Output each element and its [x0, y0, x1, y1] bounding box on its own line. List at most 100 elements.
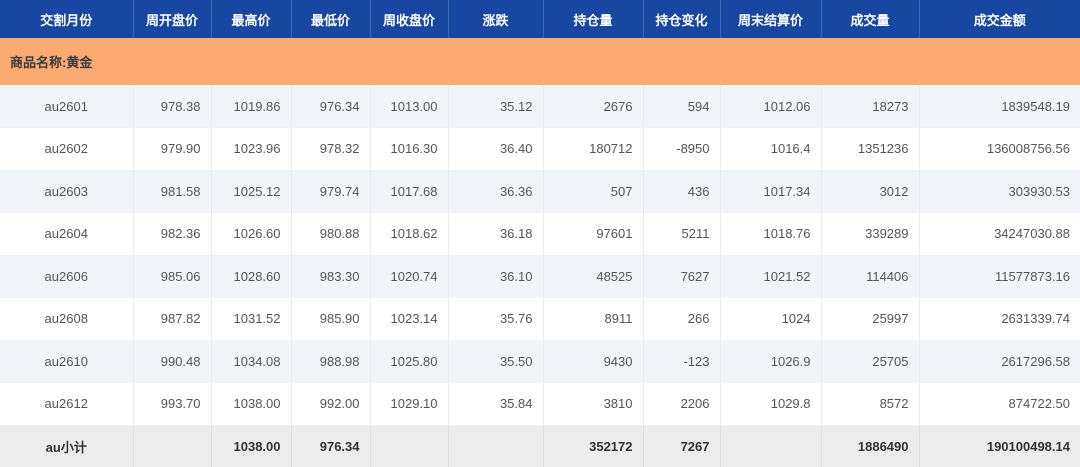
- cell-high: 1025.12: [211, 170, 292, 213]
- cell-low: 983.30: [291, 255, 371, 298]
- subtotal-cell-change: [448, 425, 544, 467]
- cell-low: 992.00: [291, 382, 371, 426]
- cell-weekend_settle: 1018.76: [720, 212, 822, 256]
- cell-volume: 339289: [821, 212, 920, 256]
- cell-oi_change: 436: [643, 170, 721, 213]
- column-header-week_close: 周收盘价: [370, 0, 449, 38]
- subtotal-cell-delivery_month: au小计: [0, 425, 134, 467]
- subtotal-cell-oi_change: 7267: [643, 425, 721, 467]
- cell-open_interest: 48525: [543, 255, 644, 298]
- table-row-au2603: au2603 981.58 1025.12 979.74 1017.68 36.36 507…: [0, 170, 1080, 213]
- cell-week_close: 1018.62: [370, 212, 449, 256]
- cell-delivery_month: au2610: [0, 340, 134, 383]
- cell-high: 1026.60: [211, 212, 292, 256]
- column-header-delivery_month: 交割月份: [0, 0, 134, 38]
- header-row: 交割月份 周开盘价 最高价 最低价 周收盘价 涨跌 持仓量 持仓变化 周末结算价 成交量 成交金额: [0, 0, 1080, 38]
- cell-volume: 3012: [821, 170, 920, 213]
- cell-weekend_settle: 1016.4: [720, 127, 822, 171]
- cell-open_interest: 9430: [543, 340, 644, 383]
- commodity-name-label: 商品名称:黄金: [0, 38, 1080, 85]
- cell-low: 979.74: [291, 170, 371, 213]
- cell-high: 1019.86: [211, 85, 292, 128]
- table-row-au2612: au2612 993.70 1038.00 992.00 1029.10 35.84 381…: [0, 382, 1080, 426]
- cell-delivery_month: au2603: [0, 170, 134, 213]
- cell-high: 1023.96: [211, 127, 292, 171]
- subtotal-cell-open_interest: 352172: [543, 425, 644, 467]
- cell-week_open: 990.48: [133, 340, 212, 383]
- cell-weekend_settle: 1021.52: [720, 255, 822, 298]
- cell-low: 980.88: [291, 212, 371, 256]
- cell-weekend_settle: 1026.9: [720, 340, 822, 383]
- cell-week_close: 1017.68: [370, 170, 449, 213]
- cell-oi_change: 266: [643, 297, 721, 341]
- cell-volume: 114406: [821, 255, 920, 298]
- cell-weekend_settle: 1024: [720, 297, 822, 341]
- cell-week_open: 982.36: [133, 212, 212, 256]
- table-row-au2602: au2602 979.90 1023.96 978.32 1016.30 36.40 180…: [0, 127, 1080, 171]
- column-header-low: 最低价: [291, 0, 371, 38]
- cell-oi_change: 5211: [643, 212, 721, 256]
- cell-week_close: 1020.74: [370, 255, 449, 298]
- cell-high: 1034.08: [211, 340, 292, 383]
- cell-volume: 25997: [821, 297, 920, 341]
- cell-turnover: 11577873.16: [919, 255, 1080, 298]
- cell-delivery_month: au2604: [0, 212, 134, 256]
- cell-volume: 1351236: [821, 127, 920, 171]
- subtotal-cell-low: 976.34: [291, 425, 371, 467]
- cell-change: 36.36: [448, 170, 544, 213]
- subtotal-row: au小计 1038.00 976.34 352172 7267 1886490 190100…: [0, 425, 1080, 467]
- cell-week_close: 1025.80: [370, 340, 449, 383]
- cell-week_open: 987.82: [133, 297, 212, 341]
- column-header-change: 涨跌: [448, 0, 544, 38]
- table-row-au2608: au2608 987.82 1031.52 985.90 1023.14 35.76 891…: [0, 297, 1080, 341]
- cell-change: 36.18: [448, 212, 544, 256]
- cell-weekend_settle: 1029.8: [720, 382, 822, 426]
- cell-turnover: 136008756.56: [919, 127, 1080, 171]
- cell-week_open: 979.90: [133, 127, 212, 171]
- cell-oi_change: -8950: [643, 127, 721, 171]
- cell-turnover: 303930.53: [919, 170, 1080, 213]
- cell-low: 985.90: [291, 297, 371, 341]
- cell-low: 976.34: [291, 85, 371, 128]
- cell-change: 36.40: [448, 127, 544, 171]
- cell-turnover: 2631339.74: [919, 297, 1080, 341]
- cell-weekend_settle: 1017.34: [720, 170, 822, 213]
- column-header-turnover: 成交金额: [919, 0, 1080, 38]
- subtotal-cell-week_open: [133, 425, 212, 467]
- subtotal-cell-weekend_settle: [720, 425, 822, 467]
- cell-week_close: 1029.10: [370, 382, 449, 426]
- cell-week_open: 978.38: [133, 85, 212, 128]
- cell-open_interest: 507: [543, 170, 644, 213]
- cell-week_close: 1016.30: [370, 127, 449, 171]
- cell-volume: 8572: [821, 382, 920, 426]
- table-row-au2601: au2601 978.38 1019.86 976.34 1013.00 35.12 267…: [0, 85, 1080, 128]
- column-header-volume: 成交量: [821, 0, 920, 38]
- cell-open_interest: 2676: [543, 85, 644, 128]
- cell-week_open: 981.58: [133, 170, 212, 213]
- cell-low: 978.32: [291, 127, 371, 171]
- commodity-group-row: 商品名称:黄金: [0, 38, 1080, 85]
- cell-high: 1038.00: [211, 382, 292, 426]
- cell-high: 1031.52: [211, 297, 292, 341]
- cell-volume: 18273: [821, 85, 920, 128]
- cell-change: 35.84: [448, 382, 544, 426]
- subtotal-cell-week_close: [370, 425, 449, 467]
- column-header-week_open: 周开盘价: [133, 0, 212, 38]
- cell-change: 36.10: [448, 255, 544, 298]
- cell-week_close: 1023.14: [370, 297, 449, 341]
- table-row-au2604: au2604 982.36 1026.60 980.88 1018.62 36.18 976…: [0, 212, 1080, 256]
- cell-delivery_month: au2602: [0, 127, 134, 171]
- cell-oi_change: 7627: [643, 255, 721, 298]
- cell-low: 988.98: [291, 340, 371, 383]
- table-row-au2606: au2606 985.06 1028.60 983.30 1020.74 36.10 485…: [0, 255, 1080, 298]
- cell-turnover: 34247030.88: [919, 212, 1080, 256]
- cell-change: 35.76: [448, 297, 544, 341]
- cell-weekend_settle: 1012.06: [720, 85, 822, 128]
- cell-turnover: 874722.50: [919, 382, 1080, 426]
- cell-delivery_month: au2608: [0, 297, 134, 341]
- cell-open_interest: 97601: [543, 212, 644, 256]
- column-header-high: 最高价: [211, 0, 292, 38]
- cell-week_close: 1013.00: [370, 85, 449, 128]
